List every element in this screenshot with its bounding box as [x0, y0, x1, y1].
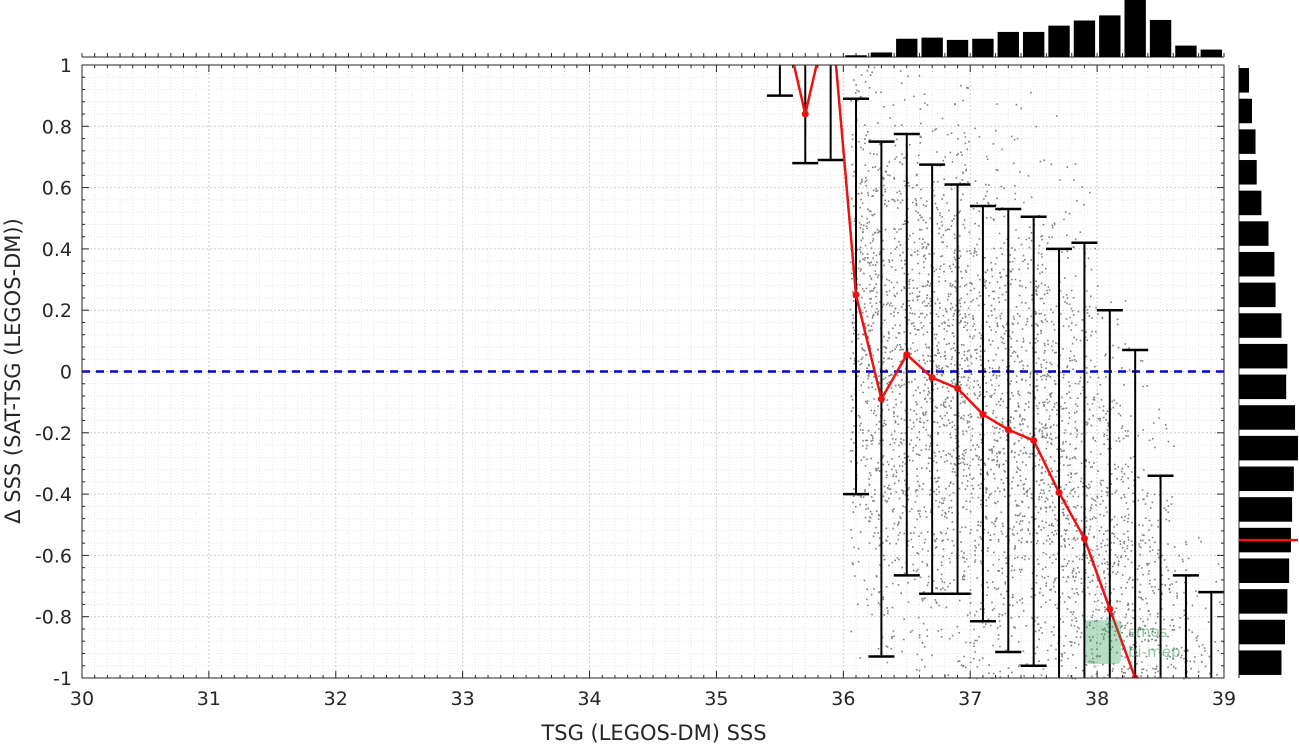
x-tick-label: 34 [577, 688, 601, 710]
mean-point [1080, 535, 1088, 543]
watermark-line2: bi-mep [1128, 643, 1180, 661]
x-tick-label: 33 [451, 688, 475, 710]
x-tick-label: 39 [1212, 688, 1236, 710]
y-tick-label: 0.6 [42, 178, 72, 200]
axis-ticks: 30 31 32 33 34 35 36 37 38 39 1 0.8 0.6 0.4 0.2 0 -0.2 -0… [35, 55, 1236, 710]
top-hist-bar [896, 38, 918, 57]
top-hist-bar [1149, 19, 1172, 57]
right-hist-bar [1239, 466, 1294, 492]
watermark-icon [1085, 620, 1121, 664]
y-tick-label: -0.8 [35, 607, 72, 629]
y-tick-label: -1 [53, 668, 72, 690]
top-hist-bar [870, 52, 893, 57]
y-tick-label: 0 [60, 362, 72, 384]
right-hist-bar [1239, 221, 1269, 246]
watermark-line1: smos [1128, 623, 1168, 641]
right-hist-bar [1239, 251, 1275, 277]
mean-point [1106, 605, 1114, 613]
mean-point [801, 110, 809, 118]
mean-point [776, 0, 783, 7]
x-tick-label: 36 [831, 688, 855, 710]
mean-point [954, 384, 962, 392]
top-hist-bar [1175, 45, 1197, 57]
mean-point [852, 291, 860, 299]
mean-point [877, 395, 885, 403]
right-hist-bar [1239, 435, 1298, 461]
right-hist-bar [1239, 589, 1288, 614]
mean-point [903, 351, 911, 359]
y-tick-label: 0.8 [42, 116, 72, 138]
mean-point [1030, 436, 1038, 444]
top-hist-bar [1099, 15, 1121, 58]
top-hist-bar [972, 38, 994, 57]
top-hist-bar [845, 55, 867, 57]
x-axis-title: TSG (LEGOS-DM) SSS [540, 721, 766, 745]
right-hist-bar [1239, 98, 1252, 124]
top-hist-bar [1200, 49, 1222, 57]
right-hist-bar [1239, 343, 1288, 369]
top-hist-bar [1048, 25, 1070, 57]
top-hist-bar [997, 31, 1019, 57]
y-tick-label: 0.4 [42, 239, 72, 261]
right-hist-bar [1239, 650, 1282, 675]
right-hist-bar [1239, 558, 1290, 583]
y-axis-title: Δ SSS (SAT-TSG (LEGOS-DM)) [1, 218, 25, 524]
x-tick-label: 32 [324, 688, 348, 710]
right-hist-bar [1239, 160, 1257, 185]
x-tick-label: 38 [1085, 688, 1109, 710]
top-hist-bar [1073, 20, 1096, 57]
mean-line [776, 0, 1139, 678]
x-tick-label: 31 [197, 688, 221, 710]
y-tick-label: -0.4 [35, 484, 72, 506]
watermark-logo: smos bi-mep [1085, 620, 1180, 664]
mean-point [928, 374, 936, 382]
right-hist-bar [1239, 313, 1282, 338]
x-tick-label: 35 [704, 688, 728, 710]
y-tick-label: 1 [60, 55, 72, 77]
right-hist-bar [1239, 282, 1276, 308]
right-hist-bar [1239, 497, 1293, 522]
top-histogram [81, 0, 1225, 58]
y-tick-label: 0.2 [42, 300, 72, 322]
top-hist-bar [1022, 31, 1045, 57]
mean-point [1055, 489, 1063, 497]
right-hist-bar [1239, 405, 1296, 430]
mean-point [979, 410, 987, 418]
top-hist-bar [1124, 0, 1146, 57]
y-tick-label: -0.2 [35, 423, 72, 445]
right-hist-bar [1239, 129, 1256, 154]
right-histogram [1238, 65, 1298, 678]
top-hist-bar [946, 39, 969, 57]
x-tick-label: 37 [958, 688, 982, 710]
top-hist-bar [921, 37, 943, 57]
right-hist-bar [1239, 619, 1286, 645]
x-tick-label: 30 [70, 688, 94, 710]
right-hist-bar [1239, 190, 1262, 216]
y-tick-label: -0.6 [35, 545, 72, 567]
mean-point [1004, 426, 1012, 434]
right-hist-bar [1239, 374, 1287, 400]
right-hist-bar [1239, 68, 1250, 93]
mean-point [827, 0, 834, 7]
